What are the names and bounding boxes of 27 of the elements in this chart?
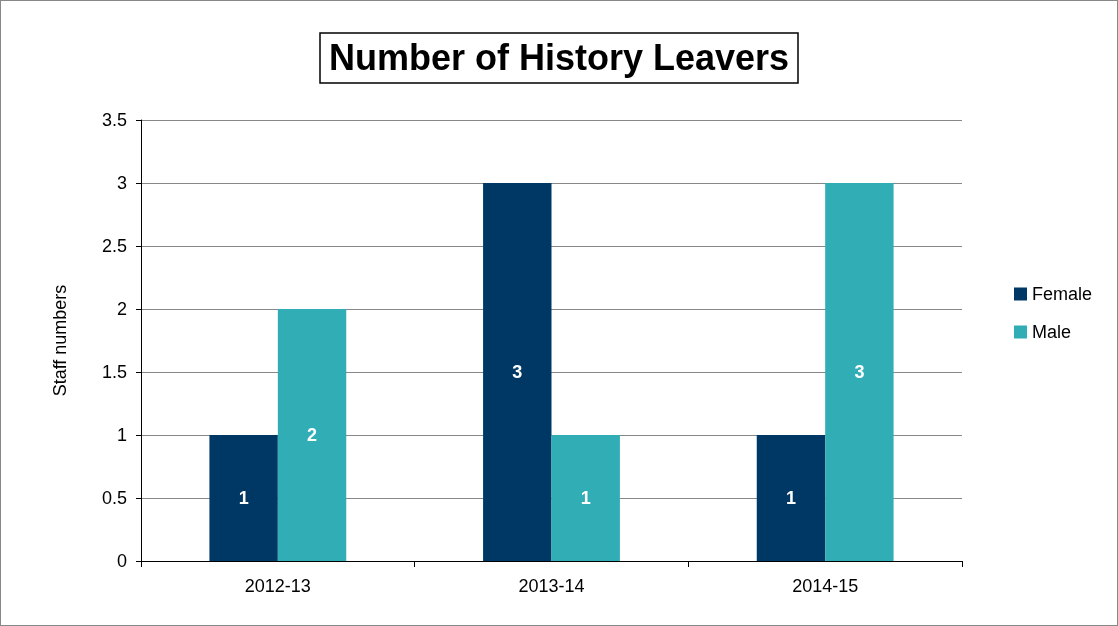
data-label: 1 [580,488,591,508]
bar [483,183,552,561]
y-tick-label: 2 [116,299,127,319]
y-tick-label: 3.5 [101,110,127,130]
data-label: 1 [238,488,249,508]
x-tick-label: 2013-14 [518,576,585,596]
y-tick-label: 0.5 [101,488,127,508]
y-axis-title: Staff numbers [50,284,70,397]
y-tick-label: 2.5 [101,236,127,256]
bar [209,435,278,561]
y-tick-label: 1 [116,425,127,445]
chart-title: Number of History Leavers [328,36,790,78]
data-label: 1 [785,488,796,508]
bar [551,435,620,561]
x-tick-label: 2014-15 [792,576,859,596]
y-tick-label: 0 [116,551,127,571]
data-label: 2 [307,425,318,445]
x-tick-label: 2012-13 [244,576,311,596]
legend-label: Male [1031,322,1071,342]
bar [756,435,826,561]
legend-label: Female [1031,284,1093,304]
bar [277,309,347,561]
bar [825,183,894,561]
y-tick-label: 1.5 [101,362,127,382]
y-tick-label: 3 [116,173,127,193]
data-label: 3 [512,362,523,382]
data-label: 3 [854,362,865,382]
